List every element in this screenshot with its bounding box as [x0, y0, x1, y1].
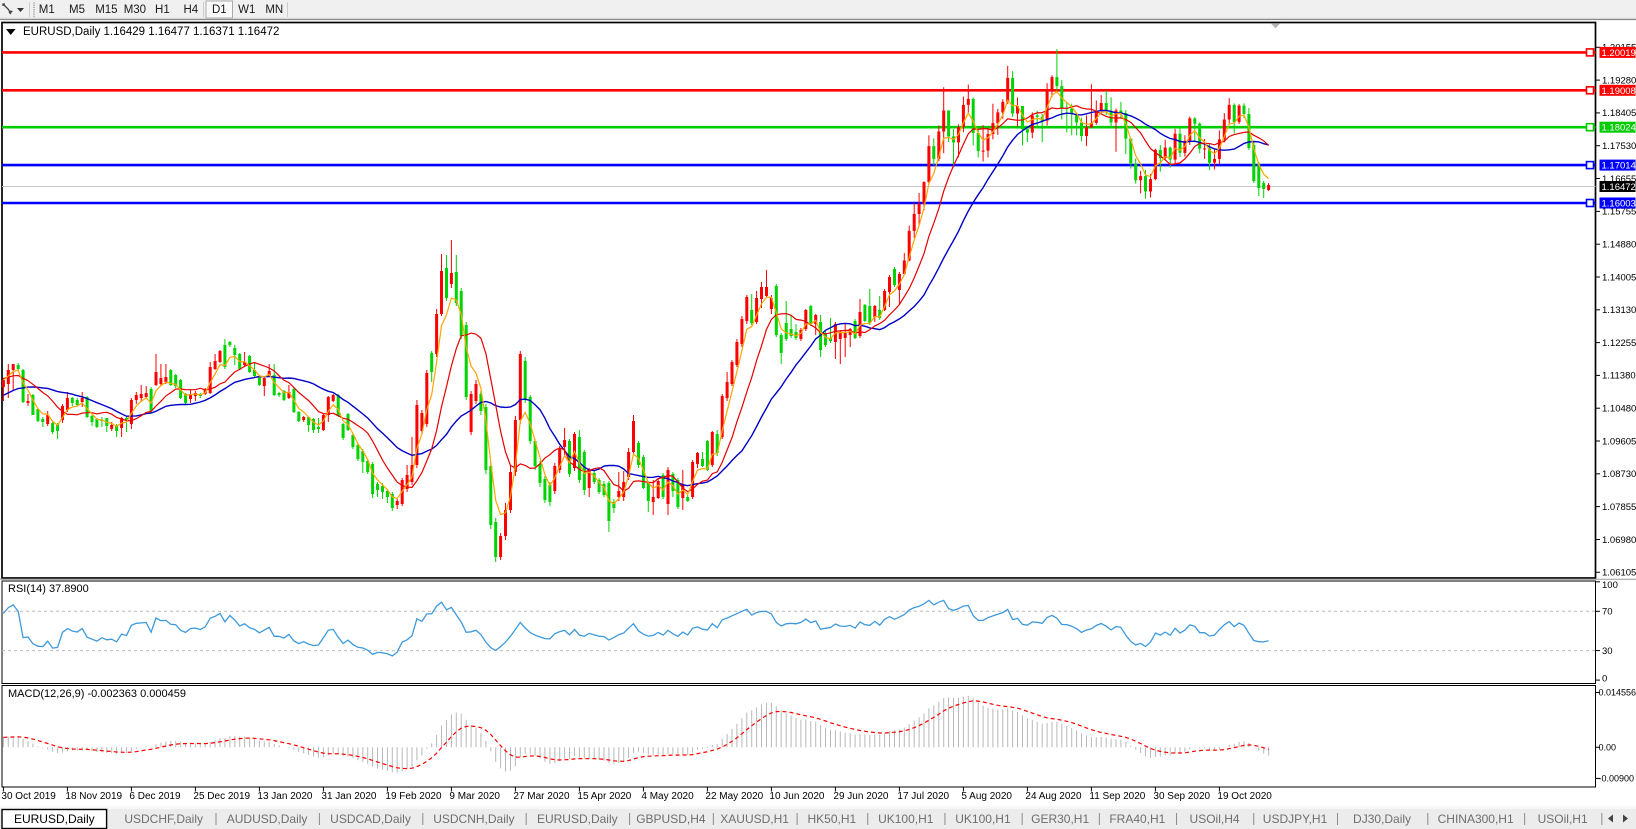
svg-text:GER30,H1: GER30,H1 [1031, 812, 1089, 826]
svg-text:1.08730: 1.08730 [1602, 469, 1636, 480]
svg-text:1.20019: 1.20019 [1602, 48, 1636, 59]
svg-text:H1: H1 [155, 4, 170, 16]
svg-text:24 Aug 2020: 24 Aug 2020 [1025, 791, 1082, 802]
svg-text:1.18024: 1.18024 [1602, 123, 1636, 134]
svg-text:UK100,H1: UK100,H1 [878, 812, 934, 826]
svg-text:M1: M1 [39, 4, 55, 16]
svg-text:1.07855: 1.07855 [1602, 502, 1636, 513]
svg-text:USDCNH,Daily: USDCNH,Daily [433, 812, 514, 826]
svg-text:AUDUSD,Daily: AUDUSD,Daily [227, 812, 308, 826]
svg-text:19 Oct 2020: 19 Oct 2020 [1217, 791, 1272, 802]
svg-text:1.16472: 1.16472 [1602, 182, 1636, 193]
svg-text:M15: M15 [95, 4, 117, 16]
svg-text:1.06105: 1.06105 [1602, 568, 1636, 579]
svg-text:9 Mar 2020: 9 Mar 2020 [449, 791, 500, 802]
svg-text:30 Oct 2019: 30 Oct 2019 [1, 791, 56, 802]
svg-text:29 Jun 2020: 29 Jun 2020 [833, 791, 888, 802]
svg-text:1.13130: 1.13130 [1602, 305, 1636, 316]
svg-text:6 Dec 2019: 6 Dec 2019 [129, 791, 181, 802]
svg-text:USOil,H1: USOil,H1 [1538, 812, 1588, 826]
svg-text:4 May 2020: 4 May 2020 [641, 791, 694, 802]
svg-text:11 Sep 2020: 11 Sep 2020 [1089, 791, 1145, 802]
svg-text:USOil,H4: USOil,H4 [1190, 812, 1240, 826]
svg-text:FRA40,H1: FRA40,H1 [1109, 812, 1165, 826]
svg-text:XAUUSD,H1: XAUUSD,H1 [720, 812, 789, 826]
svg-text:0.00: 0.00 [1599, 743, 1617, 753]
svg-text:1.16655: 1.16655 [1602, 174, 1636, 185]
svg-text:1.19280: 1.19280 [1602, 75, 1636, 86]
svg-text:M5: M5 [69, 4, 85, 16]
svg-text:1.14880: 1.14880 [1602, 240, 1636, 251]
svg-text:DJ30,Daily: DJ30,Daily [1353, 812, 1411, 826]
svg-text:100: 100 [1602, 580, 1618, 591]
svg-text:1.12255: 1.12255 [1602, 338, 1636, 349]
svg-text:13 Jan 2020: 13 Jan 2020 [257, 791, 312, 802]
svg-text:30: 30 [1602, 646, 1613, 657]
svg-text:31 Jan 2020: 31 Jan 2020 [321, 791, 376, 802]
svg-text:1.11380: 1.11380 [1602, 371, 1636, 382]
svg-text:1.09605: 1.09605 [1602, 436, 1636, 447]
svg-text:H4: H4 [183, 4, 198, 16]
svg-text:HK50,H1: HK50,H1 [807, 812, 856, 826]
svg-text:1.17014: 1.17014 [1602, 161, 1636, 172]
svg-text:17 Jul 2020: 17 Jul 2020 [897, 791, 949, 802]
svg-text:22 May 2020: 22 May 2020 [705, 791, 763, 802]
svg-text:D1: D1 [212, 4, 227, 16]
svg-text:15 Apr 2020: 15 Apr 2020 [577, 791, 631, 802]
svg-text:USDCAD,Daily: USDCAD,Daily [330, 812, 411, 826]
svg-text:W1: W1 [238, 4, 255, 16]
svg-text:18 Nov 2019: 18 Nov 2019 [65, 791, 122, 802]
svg-text:M30: M30 [124, 4, 146, 16]
svg-text:1.14005: 1.14005 [1602, 272, 1636, 283]
svg-text:UK100,H1: UK100,H1 [955, 812, 1011, 826]
svg-text:1.19008: 1.19008 [1602, 86, 1636, 97]
svg-text:1.10480: 1.10480 [1602, 404, 1636, 415]
svg-text:USDJPY,H1: USDJPY,H1 [1263, 812, 1328, 826]
svg-text:5 Aug 2020: 5 Aug 2020 [961, 791, 1012, 802]
svg-text:MACD(12,26,9) -0.002363 0.0004: MACD(12,26,9) -0.002363 0.000459 [8, 688, 186, 700]
svg-text:1.18405: 1.18405 [1602, 108, 1636, 119]
svg-text:0: 0 [1602, 673, 1607, 684]
svg-text:MN: MN [265, 4, 283, 16]
svg-text:30 Sep 2020: 30 Sep 2020 [1153, 791, 1210, 802]
svg-text:EURUSD,Daily: EURUSD,Daily [14, 812, 95, 826]
svg-text:19 Feb 2020: 19 Feb 2020 [385, 791, 442, 802]
svg-text:-0.00900: -0.00900 [1599, 774, 1635, 784]
svg-text:27 Mar 2020: 27 Mar 2020 [513, 791, 570, 802]
svg-text:10 Jun 2020: 10 Jun 2020 [769, 791, 824, 802]
svg-text:70: 70 [1602, 607, 1613, 618]
svg-text:1.16003: 1.16003 [1602, 199, 1636, 210]
svg-text:25 Dec 2019: 25 Dec 2019 [193, 791, 250, 802]
svg-text:0.014556: 0.014556 [1599, 688, 1636, 698]
svg-text:USDCHF,Daily: USDCHF,Daily [124, 812, 203, 826]
svg-text:1.06980: 1.06980 [1602, 535, 1636, 546]
svg-text:EURUSD,Daily 1.16429 1.16477: EURUSD,Daily 1.16429 1.16477 1.16371 1.1… [23, 26, 279, 38]
svg-text:1.15755: 1.15755 [1602, 207, 1636, 218]
svg-text:1.17530: 1.17530 [1602, 141, 1636, 152]
svg-text:GBPUSD,H4: GBPUSD,H4 [636, 812, 706, 826]
svg-text:EURUSD,Daily: EURUSD,Daily [537, 812, 618, 826]
svg-text:CHINA300,H1: CHINA300,H1 [1438, 812, 1514, 826]
svg-text:RSI(14) 37.8900: RSI(14) 37.8900 [8, 583, 89, 595]
